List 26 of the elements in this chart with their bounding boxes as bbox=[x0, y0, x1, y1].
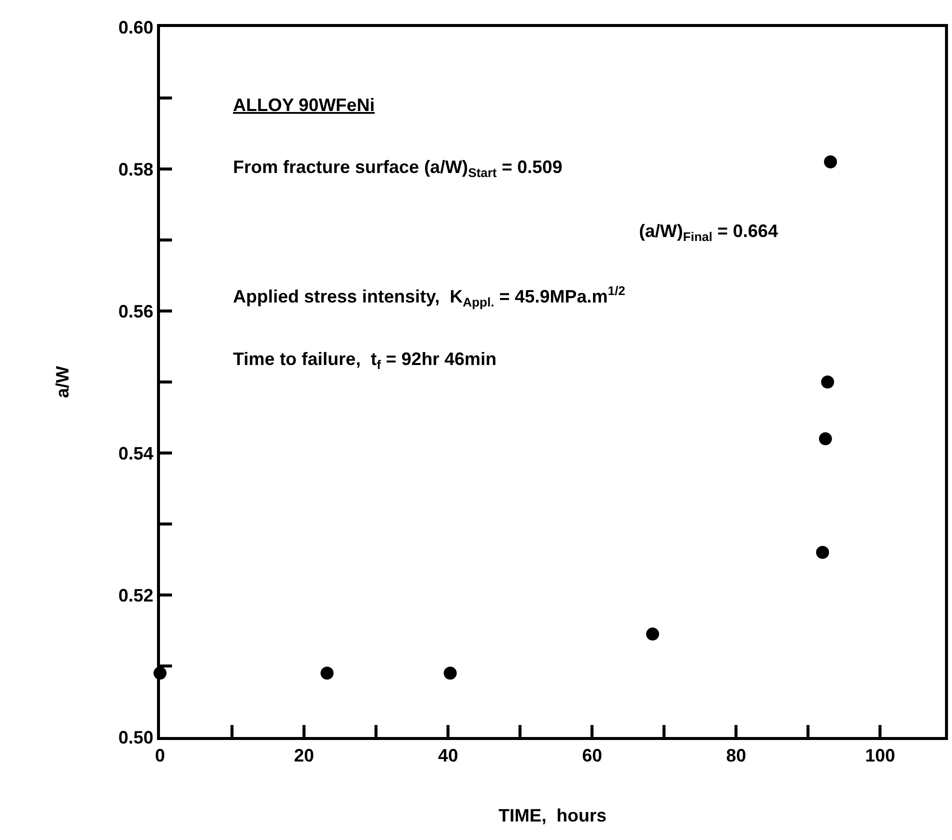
y-tick-label: 0.54 bbox=[118, 443, 154, 464]
y-tick-label: 0.52 bbox=[118, 585, 154, 606]
annotation: (a/W)$_{Final}$ = 0.664 bbox=[639, 221, 778, 244]
annotation: Time to failure, t$_{f}$ = 92hr 46min bbox=[233, 349, 496, 372]
annotation: ALLOY 90WFeNi bbox=[233, 95, 375, 115]
x-tick-label: 100 bbox=[865, 746, 896, 766]
x-axis-title: TIME, hours bbox=[498, 806, 606, 826]
point bbox=[444, 666, 457, 680]
y-tick-label: 0.56 bbox=[118, 301, 154, 322]
y-tick-label: 0.50 bbox=[118, 727, 154, 748]
y-tick-label: 0.60 bbox=[118, 17, 154, 38]
annotation: From fracture surface (a/W)$_{Start}$ = 0.509 bbox=[233, 157, 562, 180]
point bbox=[320, 666, 334, 680]
y-axis-title: a/W bbox=[52, 366, 73, 398]
annotation: Applied stress intensity, K$_{Appl.}$ = 45.9MPa.m$^{1/2}$ bbox=[233, 284, 626, 310]
x-tick-label: 0 bbox=[154, 746, 166, 766]
x-tick-label: 20 bbox=[294, 746, 314, 766]
point bbox=[818, 432, 832, 446]
point bbox=[816, 546, 830, 559]
x-tick-label: 60 bbox=[582, 746, 602, 766]
point bbox=[646, 628, 660, 641]
y-tick-label: 0.58 bbox=[118, 159, 154, 180]
point bbox=[824, 155, 837, 168]
x-tick-label: 80 bbox=[726, 746, 746, 766]
point bbox=[821, 376, 834, 388]
x-tick-label: 40 bbox=[438, 746, 458, 766]
